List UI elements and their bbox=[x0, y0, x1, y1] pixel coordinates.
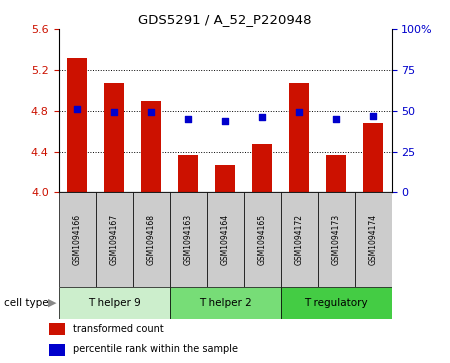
Text: T helper 2: T helper 2 bbox=[198, 298, 252, 308]
Title: GDS5291 / A_52_P220948: GDS5291 / A_52_P220948 bbox=[138, 13, 312, 26]
Point bbox=[110, 110, 117, 115]
Point bbox=[295, 110, 302, 115]
Point bbox=[148, 110, 155, 115]
Text: transformed count: transformed count bbox=[73, 323, 163, 334]
Point bbox=[369, 113, 377, 118]
Point bbox=[184, 116, 192, 122]
Text: GSM1094165: GSM1094165 bbox=[257, 214, 266, 265]
Bar bbox=[280, 192, 318, 287]
Text: GSM1094166: GSM1094166 bbox=[72, 214, 81, 265]
Bar bbox=[170, 287, 280, 319]
Point bbox=[258, 114, 265, 120]
Bar bbox=[178, 155, 198, 192]
Text: percentile rank within the sample: percentile rank within the sample bbox=[73, 344, 238, 355]
Text: T helper 9: T helper 9 bbox=[88, 298, 140, 308]
Bar bbox=[170, 192, 207, 287]
Bar bbox=[207, 192, 243, 287]
Text: T regulatory: T regulatory bbox=[304, 298, 368, 308]
Text: GSM1094174: GSM1094174 bbox=[369, 214, 378, 265]
Bar bbox=[289, 83, 309, 192]
Text: GSM1094167: GSM1094167 bbox=[109, 214, 118, 265]
Bar bbox=[58, 192, 95, 287]
Text: GSM1094173: GSM1094173 bbox=[332, 214, 341, 265]
Bar bbox=[58, 287, 170, 319]
Bar bbox=[67, 58, 87, 192]
Bar bbox=[215, 165, 235, 192]
Point bbox=[73, 106, 81, 112]
Bar bbox=[252, 144, 272, 192]
Bar bbox=[280, 287, 392, 319]
Bar bbox=[355, 192, 392, 287]
Bar bbox=[104, 83, 124, 192]
Bar bbox=[95, 192, 132, 287]
Bar bbox=[141, 101, 161, 192]
Text: cell type: cell type bbox=[4, 298, 49, 308]
Bar bbox=[318, 192, 355, 287]
Text: ▶: ▶ bbox=[48, 298, 56, 308]
Text: GSM1094163: GSM1094163 bbox=[184, 214, 193, 265]
Bar bbox=[363, 123, 383, 192]
Bar bbox=[243, 192, 280, 287]
Bar bbox=[49, 344, 65, 356]
Text: GSM1094172: GSM1094172 bbox=[294, 214, 303, 265]
Bar bbox=[49, 323, 65, 335]
Point bbox=[221, 118, 229, 123]
Bar bbox=[132, 192, 170, 287]
Text: GSM1094164: GSM1094164 bbox=[220, 214, 230, 265]
Text: GSM1094168: GSM1094168 bbox=[147, 214, 156, 265]
Bar bbox=[326, 155, 346, 192]
Point bbox=[333, 116, 340, 122]
